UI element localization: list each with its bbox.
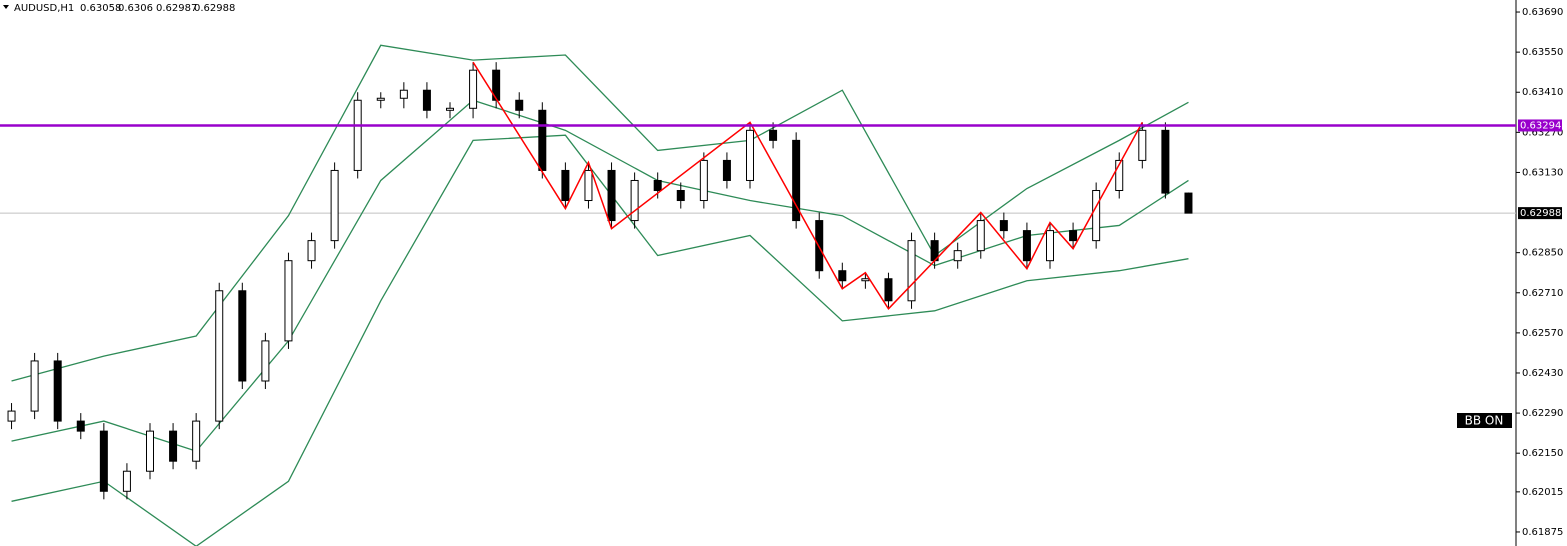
candle-body — [538, 109, 547, 171]
candle-body — [469, 69, 478, 109]
candle-body — [838, 270, 847, 282]
candle-body — [907, 240, 916, 302]
header-value: 0.63058 — [80, 3, 121, 14]
y-tick-label: 0.62150 — [1522, 448, 1563, 459]
candle-body — [999, 220, 1008, 232]
candle-body — [746, 129, 754, 181]
candle-body — [261, 340, 270, 382]
candle-body — [1184, 192, 1193, 214]
candle-body — [192, 420, 201, 462]
candle-body — [1022, 230, 1031, 262]
level-label-bg — [1518, 119, 1562, 132]
candle-body — [792, 139, 801, 222]
candle-body — [446, 107, 454, 111]
candle-body — [284, 260, 293, 342]
y-tick-label: 0.63690 — [1522, 7, 1563, 18]
candle-body — [122, 470, 131, 492]
y-tick-label: 0.62710 — [1522, 288, 1563, 299]
candle-body — [492, 69, 501, 101]
candle-body — [699, 159, 708, 202]
candle-body — [1069, 230, 1078, 242]
y-tick-label: 0.63270 — [1522, 127, 1563, 138]
candle-body — [584, 169, 593, 202]
chart-title: AUDUSD,H1 — [14, 3, 74, 14]
candle-body — [1161, 129, 1170, 194]
y-tick-label: 0.62570 — [1522, 328, 1563, 339]
candle-body — [307, 240, 316, 262]
y-tick-label: 0.62430 — [1522, 368, 1563, 379]
candle-body — [1138, 129, 1147, 161]
candle-body — [422, 89, 431, 111]
y-tick-label: 0.62850 — [1522, 248, 1563, 259]
menu-arrow — [3, 5, 9, 9]
candle-body — [238, 290, 247, 382]
candle-body — [399, 89, 408, 99]
y-tick-label: 0.62290 — [1522, 408, 1563, 419]
header-value: 0.6306 — [118, 3, 153, 14]
candle-body — [861, 278, 870, 282]
candle-body — [769, 129, 778, 141]
candle-body — [1092, 189, 1101, 242]
candle-body — [53, 360, 62, 422]
candle-body — [169, 430, 178, 462]
y-tick-label: 0.62015 — [1522, 487, 1563, 498]
candle-body — [1115, 159, 1124, 191]
level-label: 0.63294 — [1520, 120, 1561, 131]
candle-body — [99, 430, 108, 492]
candle-body — [561, 169, 570, 202]
zigzag — [472, 61, 1143, 311]
candle-body — [722, 159, 731, 181]
candle-body — [953, 250, 962, 262]
candle-body — [653, 179, 662, 191]
y-tick-label: 0.63550 — [1522, 47, 1563, 58]
candle-body — [146, 430, 154, 472]
candle-body — [376, 97, 385, 101]
candle-body — [30, 360, 39, 412]
candle-body — [976, 220, 985, 252]
header-value: 0.62988 — [194, 3, 235, 14]
candle-body — [676, 189, 685, 202]
price-label-bg — [1518, 207, 1562, 220]
price-label: 0.62988 — [1520, 208, 1561, 219]
candle-body — [515, 99, 524, 111]
candle-body — [630, 179, 639, 222]
candle-body — [330, 169, 339, 242]
candle-body — [353, 99, 362, 171]
bollinger-middle — [11, 99, 1189, 452]
annotation-bg — [1457, 413, 1512, 428]
bollinger-upper — [11, 44, 1189, 382]
candle-body — [215, 290, 224, 422]
annotation: BB ON — [1465, 414, 1504, 428]
candle-body — [7, 410, 16, 422]
candle-body — [884, 278, 893, 302]
plot — [0, 44, 1516, 546]
candle-body — [76, 420, 85, 432]
y-tick-label: 0.61875 — [1522, 527, 1563, 538]
candle-body — [607, 169, 616, 222]
candle-body — [1046, 230, 1054, 262]
y-tick-label: 0.63410 — [1522, 87, 1563, 98]
header-value: 0.62987 — [156, 3, 197, 14]
y-tick-label: 0.63130 — [1522, 167, 1563, 178]
